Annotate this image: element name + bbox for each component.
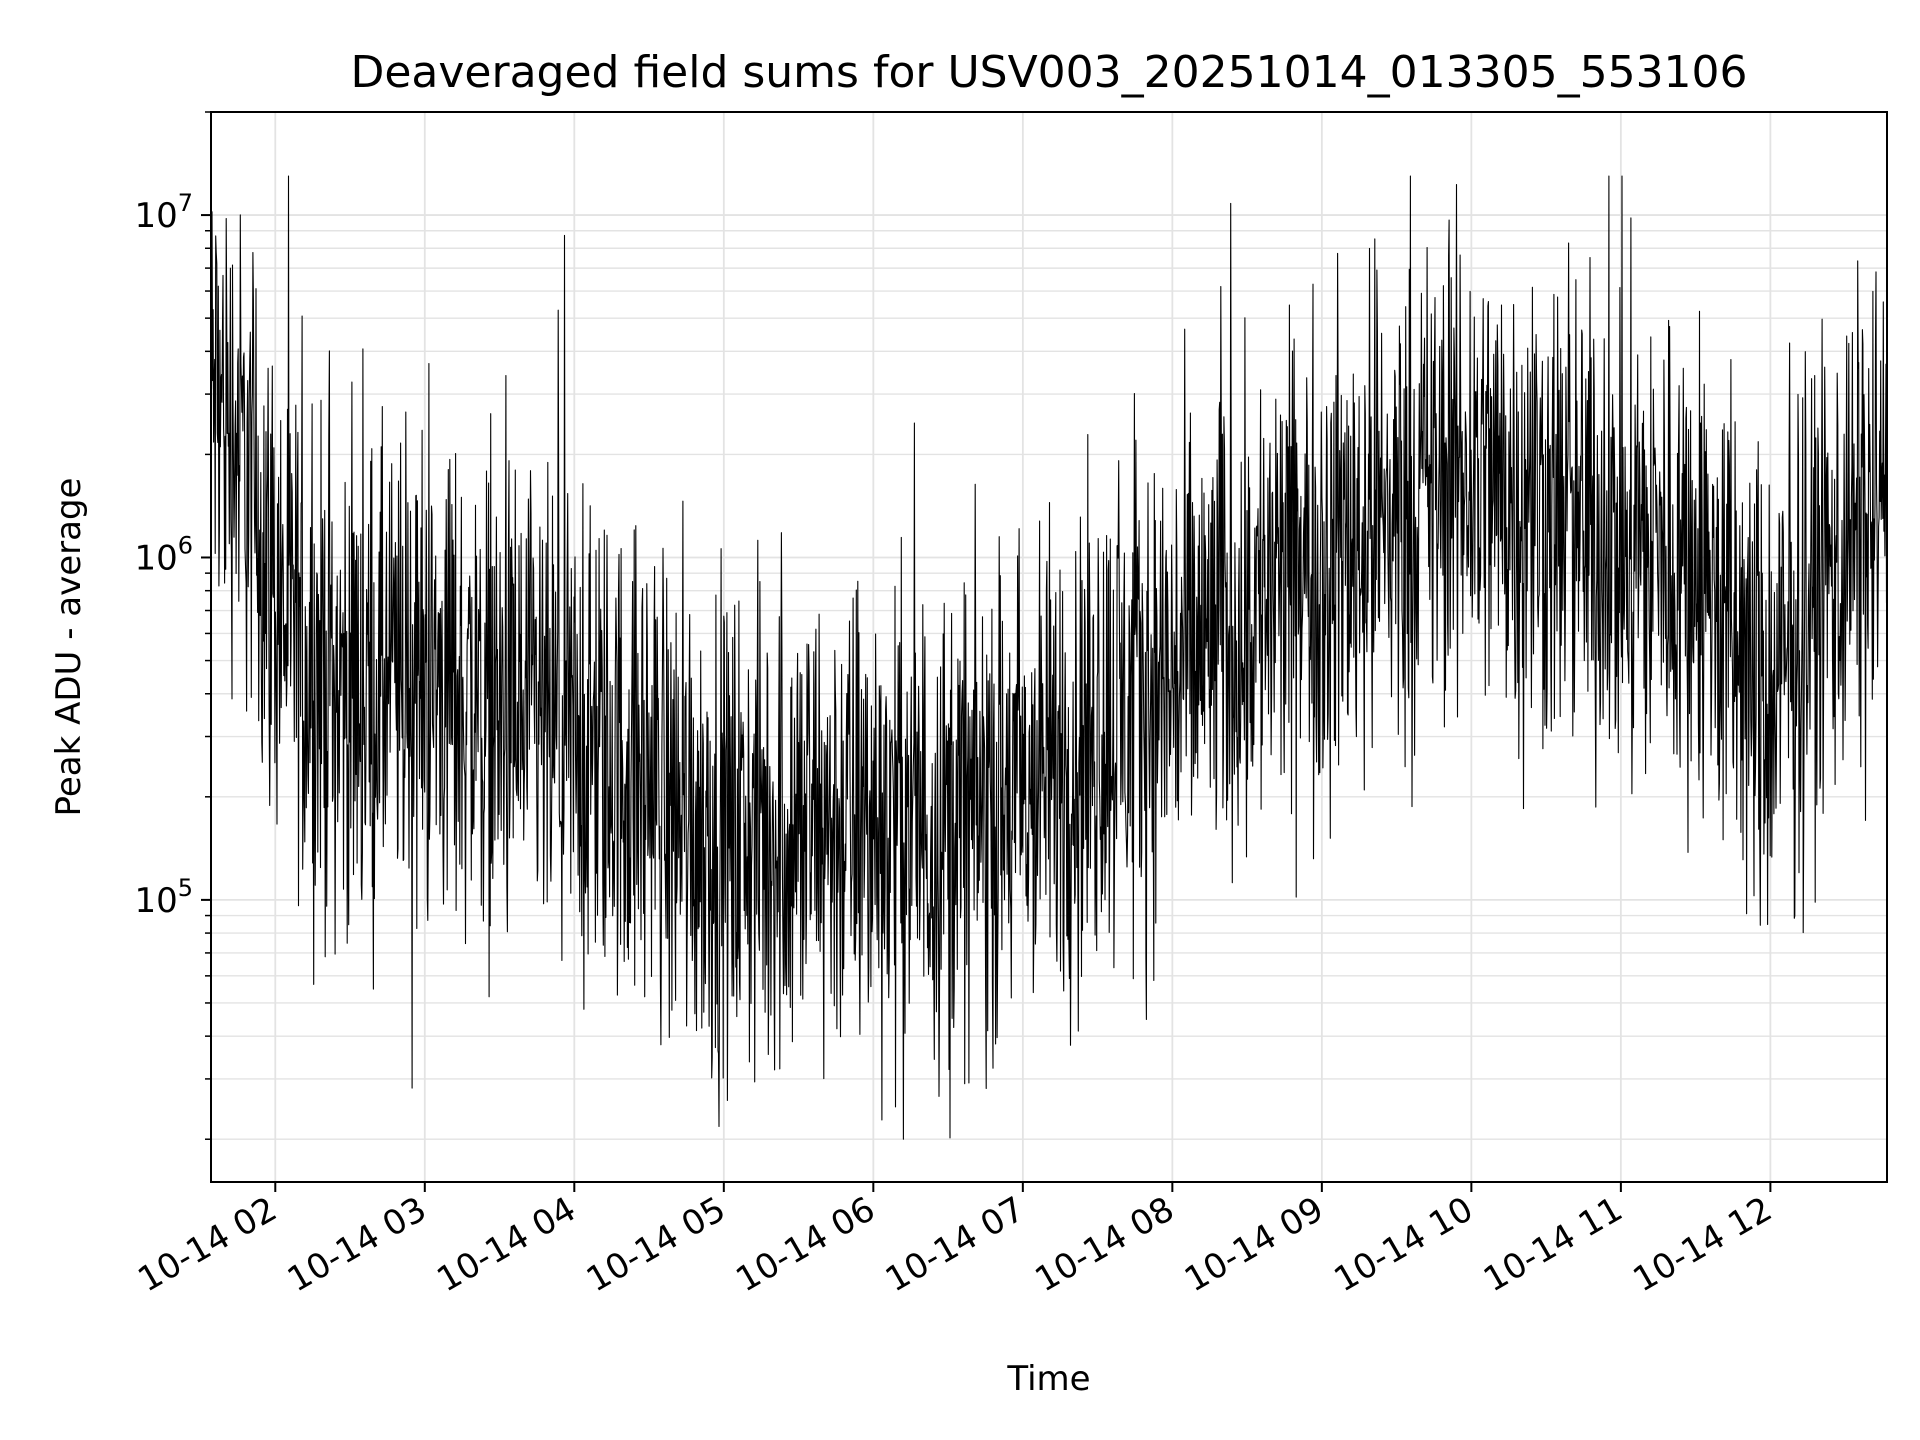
- x-axis-label: Time: [1006, 1359, 1090, 1399]
- plot-frame: [210, 111, 1888, 1183]
- chart-title: Deaveraged field sums for USV003_2025101…: [350, 47, 1747, 98]
- series-line: [211, 175, 1887, 1140]
- y-axis-label: Peak ADU - average: [49, 478, 89, 817]
- series-group: [211, 175, 1887, 1140]
